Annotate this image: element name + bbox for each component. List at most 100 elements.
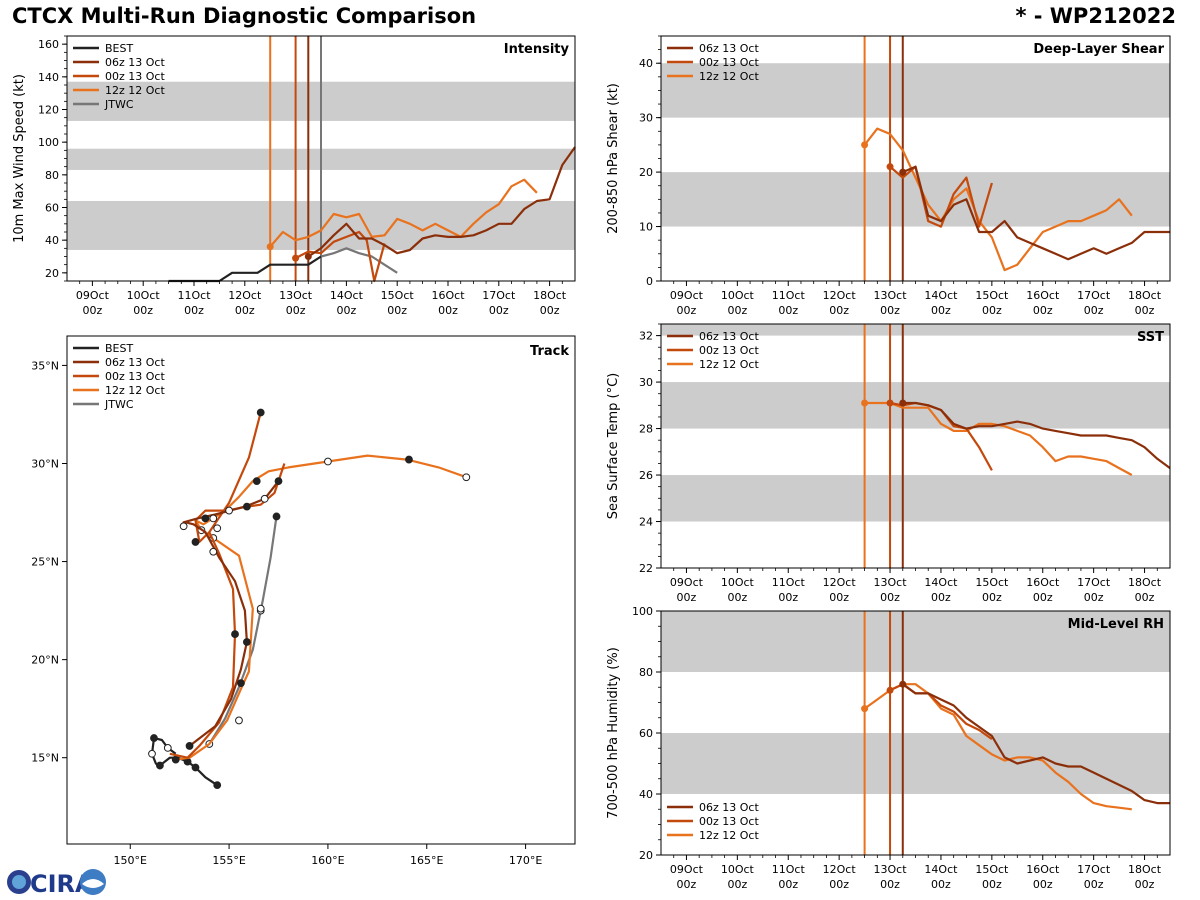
track-ytick-label: 15°N	[31, 752, 59, 765]
rh-xtick-label-hour: 00z	[931, 878, 951, 891]
shear-xtick-label-hour: 00z	[778, 304, 798, 317]
intensity-xtick-label-hour: 00z	[489, 304, 509, 317]
rh-xtick-label-hour: 00z	[1084, 878, 1104, 891]
shear-panel: 0 10 20 30 40 09Oct 00z 10Oct 00z 11Oct 00z 12Oct 00…	[606, 35, 1171, 317]
noaa-wave-icon	[82, 879, 104, 888]
intensity-ytick-label: 160	[38, 38, 59, 51]
intensity-xtick-label-day: 17Oct	[482, 289, 516, 302]
shear-ytick-label: 30	[639, 112, 653, 125]
shear-xtick-label-day: 10Oct	[721, 289, 755, 302]
intensity-panel: 20 40 60 80 100 120 140 160 09Oct 00z 10Oct 00z 11Oc…	[12, 35, 576, 317]
intensity-ytick-label: 100	[38, 136, 59, 149]
sst-xtick-label-day: 11Oct	[772, 576, 806, 589]
shear-xtick-label-day: 12Oct	[823, 289, 857, 302]
sst-xtick-label-day: 17Oct	[1077, 576, 1111, 589]
rh-xtick-label-hour: 00z	[778, 878, 798, 891]
track-position-marker	[191, 763, 200, 772]
shear-xtick-label-day: 11Oct	[772, 289, 806, 302]
legend-label-best: BEST	[105, 42, 133, 55]
legend-label-00z-13-oct: 00z 13 Oct	[105, 70, 165, 83]
sst-band	[661, 382, 1170, 429]
rh-xtick-label-day: 15Oct	[975, 863, 1009, 876]
rh-init-point-00z-13-oct	[886, 686, 894, 694]
shear-ytick-label: 40	[639, 57, 653, 70]
rh-ytick-label: 20	[639, 849, 653, 862]
track-ytick-label: 20°N	[31, 654, 59, 667]
legend-label-06z-13-oct: 06z 13 Oct	[699, 330, 759, 343]
sst-xtick-label-day: 09Oct	[670, 576, 704, 589]
track-xtick-label: 160°E	[311, 854, 344, 867]
shear-xtick-label-hour: 00z	[829, 304, 849, 317]
track-position-marker	[201, 514, 210, 523]
track-position-marker	[209, 547, 218, 556]
intensity-xtick-label-hour: 00z	[133, 304, 153, 317]
track-position-marker	[225, 506, 233, 515]
intensity-ytick-label: 80	[45, 169, 59, 182]
rh-xtick-label-day: 17Oct	[1077, 863, 1111, 876]
shear-xtick-label-hour: 00z	[727, 304, 747, 317]
sst-ytick-label: 24	[639, 516, 653, 529]
track-frame	[66, 335, 576, 845]
intensity-xtick-label-day: 13Oct	[279, 289, 313, 302]
sst-band	[661, 475, 1170, 522]
sst-xtick-label-day: 16Oct	[1026, 576, 1060, 589]
legend-label-00z-13-oct: 00z 13 Oct	[699, 815, 759, 828]
intensity-xtick-label-day: 10Oct	[127, 289, 161, 302]
shear-init-point-12z-12-oct	[861, 141, 869, 149]
intensity-ylabel: 10m Max Wind Speed (kt)	[12, 74, 27, 243]
cira-logo: CIRA	[7, 869, 106, 898]
intensity-series-06z-13-oct	[307, 146, 576, 258]
intensity-xtick-label-hour: 00z	[184, 304, 204, 317]
rh-xtick-label-day: 14Oct	[924, 863, 958, 876]
shear-band	[661, 172, 1170, 227]
sst-band	[661, 324, 1170, 336]
track-position-marker	[405, 455, 413, 464]
sst-ytick-label: 22	[639, 562, 653, 575]
intensity-xtick-label-day: 18Oct	[533, 289, 567, 302]
sst-init-point-00z-13-oct	[886, 399, 894, 407]
sst-xtick-label-hour: 00z	[829, 591, 849, 604]
legend-label-jtwc: JTWC	[104, 98, 134, 111]
shear-ytick-label: 0	[646, 275, 653, 288]
shear-series-12z-12-oct	[863, 127, 1133, 272]
shear-xtick-label-hour: 00z	[677, 304, 697, 317]
rh-ytick-label: 100	[632, 605, 653, 618]
intensity-title: Intensity	[504, 42, 570, 57]
track-xtick-label: 150°E	[114, 854, 147, 867]
track-series-jtwc	[208, 516, 278, 745]
rh-xtick-label-hour: 00z	[677, 878, 697, 891]
legend-label-06z-13-oct: 06z 13 Oct	[699, 801, 759, 814]
shear-xtick-label-day: 16Oct	[1026, 289, 1060, 302]
intensity-ytick-label: 140	[38, 71, 59, 84]
shear-ytick-label: 20	[639, 166, 653, 179]
shear-xtick-label-day: 18Oct	[1128, 289, 1162, 302]
storm-id: * - WP212022	[1015, 4, 1176, 28]
track-ytick-label: 30°N	[31, 457, 59, 470]
intensity-init-point-06z-13-oct	[304, 253, 312, 260]
track-xtick-label: 170°E	[509, 854, 542, 867]
shear-xtick-label-day: 15Oct	[975, 289, 1009, 302]
legend-label-06z-13-oct: 06z 13 Oct	[105, 56, 165, 69]
globe-inner-icon	[12, 875, 26, 889]
track-position-marker	[156, 761, 164, 770]
rh-xtick-label-hour: 00z	[880, 878, 900, 891]
legend-label-12z-12-oct: 12z 12 Oct	[699, 70, 759, 83]
intensity-xtick-label-hour: 00z	[83, 304, 103, 317]
rh-xtick-label-day: 18Oct	[1128, 863, 1162, 876]
track-series-00z-13-oct-spur	[208, 412, 262, 533]
legend-label-best: BEST	[105, 342, 133, 355]
track-position-marker	[272, 512, 281, 521]
rh-title: Mid-Level RH	[1068, 617, 1164, 632]
track-position-marker	[252, 477, 261, 486]
sst-ylabel: Sea Surface Temp (°C)	[606, 373, 621, 520]
rh-xtick-label-hour: 00z	[1135, 878, 1155, 891]
intensity-xtick-label-hour: 00z	[438, 304, 458, 317]
rh-panel: 20 40 60 80 100 09Oct 00z 10Oct 00z 11Oct 00z 12Oct…	[606, 605, 1171, 891]
sst-xtick-label-hour: 00z	[778, 591, 798, 604]
rh-series-12z-12-oct	[863, 683, 1132, 811]
intensity-init-point-00z-13-oct	[292, 254, 300, 262]
shear-xtick-label-day: 09Oct	[670, 289, 704, 302]
track-position-marker	[148, 749, 156, 758]
sst-xtick-label-day: 15Oct	[975, 576, 1009, 589]
sst-xtick-label-hour: 00z	[1135, 591, 1155, 604]
